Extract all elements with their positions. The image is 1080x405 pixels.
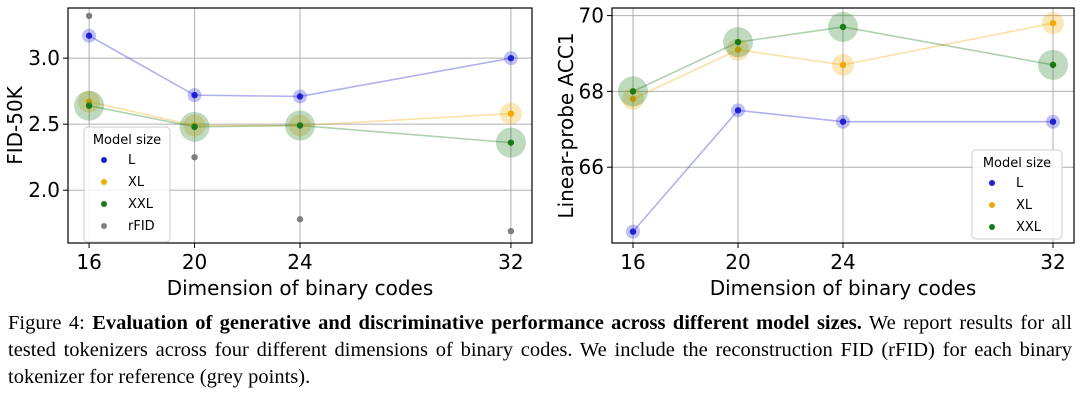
series-line-xxl	[88, 104, 511, 144]
point-l	[191, 91, 198, 99]
point-l	[1049, 118, 1057, 125]
legend-marker-xl	[101, 179, 107, 185]
y-axis-label: FID-50K	[3, 85, 27, 164]
legend-marker-l	[101, 157, 107, 163]
point-rfid	[191, 153, 198, 161]
point-l	[507, 54, 515, 62]
y-tick-label: 2.5	[28, 112, 60, 136]
point-xxl	[734, 38, 742, 46]
legend-title: Model size	[93, 133, 161, 148]
caption-bold: Evaluation of generative and discriminat…	[92, 312, 862, 334]
point-l	[85, 32, 93, 39]
caption-text: We report results for all tested tokeniz…	[8, 312, 1072, 388]
linear-probe-chart: 16 20 24 32 66 68 70 Dimension of binary codes L…	[554, 4, 1075, 300]
point-xxl	[1049, 61, 1057, 69]
y-tick-label: 70	[579, 4, 604, 28]
legend-title: Model size	[983, 156, 1051, 171]
point-l	[839, 118, 847, 125]
point-xxl	[191, 123, 198, 131]
legend-marker-rfid	[101, 223, 107, 229]
y-tick-label: 66	[579, 155, 604, 179]
point-rfid	[296, 216, 304, 223]
point-xxl	[507, 139, 515, 146]
legend-label-rfid: rFID	[128, 219, 155, 234]
x-axis-label: Dimension of binary codes	[710, 276, 977, 300]
point-xl	[507, 110, 515, 117]
point-xxl	[296, 122, 304, 129]
legend-label-xxl: XXL	[1016, 220, 1042, 235]
point-l	[734, 107, 742, 114]
series-line-xl	[632, 22, 1054, 100]
series-line-xl	[88, 100, 511, 127]
series-line-l	[632, 109, 1053, 233]
legend-label-xxl: XXL	[128, 197, 154, 212]
y-tick-label: 3.0	[28, 46, 60, 70]
figure: 16 20 24 32 2.0 2.5 3.0 Dimension of binary cod…	[3, 4, 1075, 300]
point-xl	[1049, 19, 1057, 27]
legend-label-xl: XL	[128, 175, 145, 190]
x-axis-label: Dimension of binary codes	[167, 276, 434, 300]
x-tick-label: 24	[830, 250, 855, 274]
x-tick-label: 32	[498, 250, 523, 274]
legend-label-l: L	[128, 153, 136, 168]
x-tick-label: 24	[287, 250, 312, 274]
x-tick-label: 20	[725, 250, 750, 274]
y-tick-label: 2.0	[28, 178, 60, 202]
x-tick-label: 16	[76, 250, 101, 274]
caption-label: Figure 4:	[8, 312, 85, 334]
legend-box	[83, 126, 171, 243]
x-tick-label: 20	[182, 250, 207, 274]
y-axis-label: Linear-probe ACC1	[554, 32, 578, 218]
fid-chart: 16 20 24 32 2.0 2.5 3.0 Dimension of binary cod…	[3, 7, 533, 300]
legend-marker-xl	[989, 202, 995, 208]
point-xl	[734, 46, 742, 53]
legend-label-xl: XL	[1016, 198, 1033, 213]
point-xxl	[85, 102, 93, 109]
point-xxl	[839, 23, 847, 31]
legend-box	[971, 149, 1063, 240]
legend-marker-xxl	[101, 201, 107, 207]
point-rfid	[85, 12, 93, 20]
point-l	[296, 93, 304, 100]
legend-label-l: L	[1016, 176, 1024, 191]
legend-marker-xxl	[989, 224, 995, 230]
point-l	[629, 228, 637, 235]
legend-marker-l	[989, 180, 995, 186]
y-tick-label: 68	[579, 79, 604, 103]
x-tick-label: 16	[620, 250, 645, 274]
series-line-l	[88, 35, 512, 98]
figure-caption: Figure 4: Evaluation of generative and d…	[8, 310, 1072, 391]
point-xl	[839, 61, 847, 69]
series-line-xxl	[632, 26, 1054, 93]
x-tick-label: 32	[1040, 250, 1065, 274]
point-xxl	[629, 88, 637, 95]
point-rfid	[507, 227, 515, 235]
point-xl	[629, 95, 637, 103]
